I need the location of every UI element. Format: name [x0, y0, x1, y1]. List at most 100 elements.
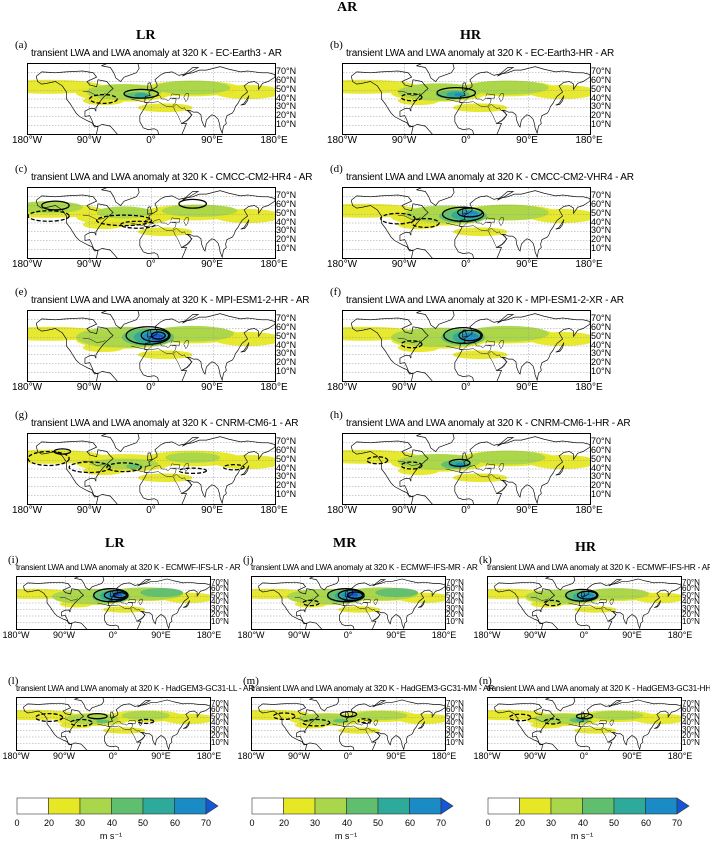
negative-anomaly-contour: [106, 462, 142, 473]
lwa-shading: [455, 462, 464, 467]
coastline: [654, 600, 661, 608]
coastline: [397, 90, 421, 96]
negative-anomaly-contour: [178, 467, 208, 475]
coastline: [601, 727, 616, 743]
lon-tick-label: 90°W: [76, 135, 102, 146]
lat-tick-label: 30°N: [591, 348, 612, 358]
lat-tick-label: 40°N: [276, 463, 297, 473]
negative-anomaly-contour: [272, 712, 296, 721]
colorbar-tick-label: 50: [608, 818, 619, 828]
colorbar-segment: [111, 797, 144, 815]
coastline: [530, 596, 549, 601]
map-panel: [27, 187, 276, 259]
map-panel: [342, 187, 591, 259]
negative-anomaly-contour: [35, 712, 64, 723]
lat-tick-label: 50°N: [591, 84, 612, 94]
lon-tick-label: 180°W: [11, 505, 43, 516]
lon-tick-label: 0°: [461, 259, 471, 270]
negative-anomaly-contour: [119, 220, 156, 229]
lat-tick-label: 60°N: [682, 705, 700, 714]
lat-tick-label: 10°N: [276, 366, 297, 376]
colorbar-segment: [487, 797, 520, 815]
colorbar-tick-label: 0: [249, 818, 255, 828]
coastline: [397, 460, 421, 466]
coastline: [104, 578, 210, 629]
lat-tick-label: 60°N: [276, 199, 297, 209]
lat-tick-label: 40°N: [591, 217, 612, 227]
negative-anomaly-contour: [508, 713, 532, 722]
lat-tick-label: 50°N: [591, 454, 612, 464]
lat-tick-label: 70°N: [591, 190, 612, 200]
coastline: [170, 93, 180, 99]
coastline: [498, 93, 504, 103]
colorbar-tick-label: 60: [169, 818, 180, 828]
colorbar-tick-label: 60: [640, 818, 651, 828]
negative-anomaly-contour: [89, 93, 118, 105]
coastline: [182, 437, 200, 447]
colorbar-segment: [550, 797, 583, 815]
lat-tick-label: 70°N: [211, 699, 229, 708]
lwa-shading: [454, 92, 463, 97]
map-panel: [251, 576, 446, 630]
negative-anomaly-contour: [543, 718, 562, 725]
coastline: [362, 719, 371, 724]
coastline: [240, 342, 250, 353]
lon-tick-label: 90°W: [52, 630, 76, 640]
coastline: [183, 463, 189, 473]
lwa-shading: [134, 92, 149, 99]
coastline: [339, 699, 445, 750]
coastline: [101, 64, 140, 82]
anomaly-contours: [380, 206, 485, 229]
coastline: [139, 190, 275, 258]
coastline: [74, 577, 105, 591]
colorbar-unit: m s⁻¹: [99, 831, 123, 841]
lat-tick-label: 20°N: [211, 610, 229, 619]
negative-anomaly-contour: [380, 212, 416, 225]
anomaly-contours: [302, 588, 365, 607]
positive-anomaly-contour: [346, 591, 364, 600]
panel-title: transient LWA and LWA anomaly at 320 K -…: [16, 562, 241, 572]
negative-anomaly-contour: [222, 463, 245, 471]
lon-tick-label: 0°: [146, 505, 156, 516]
colorbar-segment: [283, 797, 316, 815]
lat-tick-label: 40°N: [276, 340, 297, 350]
colorbar-tick-label: 0: [14, 818, 20, 828]
lat-tick-label: 40°N: [591, 340, 612, 350]
col-header-lr: LR: [136, 28, 156, 43]
map-panel: [342, 433, 591, 505]
coastline: [147, 452, 153, 461]
coastline: [485, 217, 495, 223]
lon-tick-label: 180°W: [237, 630, 265, 640]
lat-tick-label: 20°N: [682, 610, 700, 619]
coastline: [416, 64, 455, 82]
coastline: [454, 436, 590, 504]
panel-title: transient LWA and LWA anomaly at 320 K -…: [346, 172, 634, 183]
coastline: [130, 606, 145, 622]
lon-tick-label: 90°W: [287, 630, 311, 640]
coastline: [545, 698, 576, 712]
lat-tick-label: 70°N: [276, 190, 297, 200]
coastline: [35, 194, 118, 258]
positive-anomaly-contour: [448, 458, 471, 468]
panel-label: (f): [330, 286, 341, 298]
lat-tick-label: 60°N: [211, 705, 229, 714]
col-header-hr: HR: [460, 28, 481, 43]
map-svg: [28, 64, 275, 134]
map-panel: [487, 576, 682, 630]
lon-tick-label: 180°W: [2, 630, 30, 640]
lon-tick-label: 180°E: [431, 751, 457, 761]
coastline: [365, 727, 380, 743]
colorbar-segment: [519, 797, 552, 815]
map-svg: [488, 577, 681, 629]
lon-tick-label: 90°E: [201, 505, 223, 516]
coastline: [137, 700, 152, 708]
lon-tick-label: 0°: [108, 751, 118, 761]
coastline: [339, 578, 445, 629]
coastline: [173, 103, 192, 124]
negative-anomaly-contour: [28, 210, 70, 222]
colorbar-segment: [174, 797, 207, 815]
colorbar-segment: [314, 797, 347, 815]
lat-tick-label: 20°N: [591, 357, 612, 367]
map-svg: [343, 311, 590, 381]
lat-tick-label: 30°N: [682, 725, 700, 734]
